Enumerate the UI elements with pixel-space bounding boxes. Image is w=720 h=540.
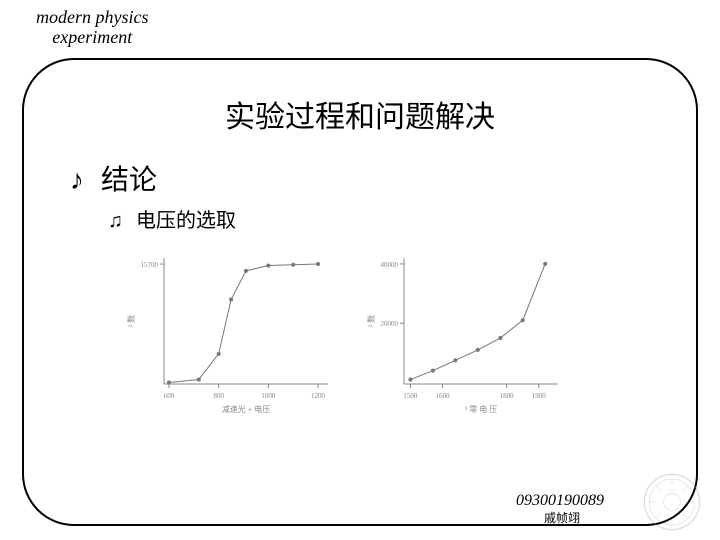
footer-student-id: 09300190089 <box>516 492 604 510</box>
svg-text:³ 零 电 压: ³ 零 电 压 <box>465 404 497 414</box>
svg-text:1900: 1900 <box>532 392 547 400</box>
header-line2: experiment <box>36 28 148 48</box>
chart-right: 1500 1600 1800 1900 20000 40000 ³ 零 电 压 ² 数 <box>366 258 558 414</box>
header-label: modern physics experiment <box>36 8 148 48</box>
music-note-icon: ♪ <box>70 164 84 195</box>
svg-text:² 数: ² 数 <box>126 315 136 327</box>
chart-left: 600 800 1000 1200 15700 减速光 + 电压 ² 数 <box>126 258 328 414</box>
svg-text:1000: 1000 <box>261 392 276 400</box>
subsection-voltage: ♫ 电压的选取 <box>108 204 236 233</box>
svg-text:1200: 1200 <box>311 392 326 400</box>
svg-text:15700: 15700 <box>141 261 159 269</box>
svg-text:600: 600 <box>164 392 175 400</box>
subsection-voltage-label: 电压的选取 <box>136 210 236 232</box>
svg-text:² 数: ² 数 <box>366 315 376 327</box>
music-notes-icon: ♫ <box>108 210 123 232</box>
footer-student-name: 戚帧翊 <box>544 509 580 526</box>
page-title: 实验过程和问题解决 <box>0 92 720 136</box>
svg-text:1500: 1500 <box>403 392 418 400</box>
header-line1: modern physics <box>36 8 148 28</box>
svg-text:20000: 20000 <box>381 320 399 328</box>
svg-text:减速光 + 电压: 减速光 + 电压 <box>222 404 271 414</box>
section-conclusion-label: 结论 <box>101 165 157 196</box>
section-conclusion: ♪ 结论 <box>70 158 157 198</box>
svg-text:40000: 40000 <box>381 261 399 269</box>
charts-figure: 6008001000120015700减速光 + 电压² 数 150016001… <box>118 248 578 448</box>
university-seal-icon <box>642 472 702 532</box>
svg-text:800: 800 <box>213 392 224 400</box>
svg-text:1600: 1600 <box>436 392 451 400</box>
svg-text:1800: 1800 <box>500 392 515 400</box>
